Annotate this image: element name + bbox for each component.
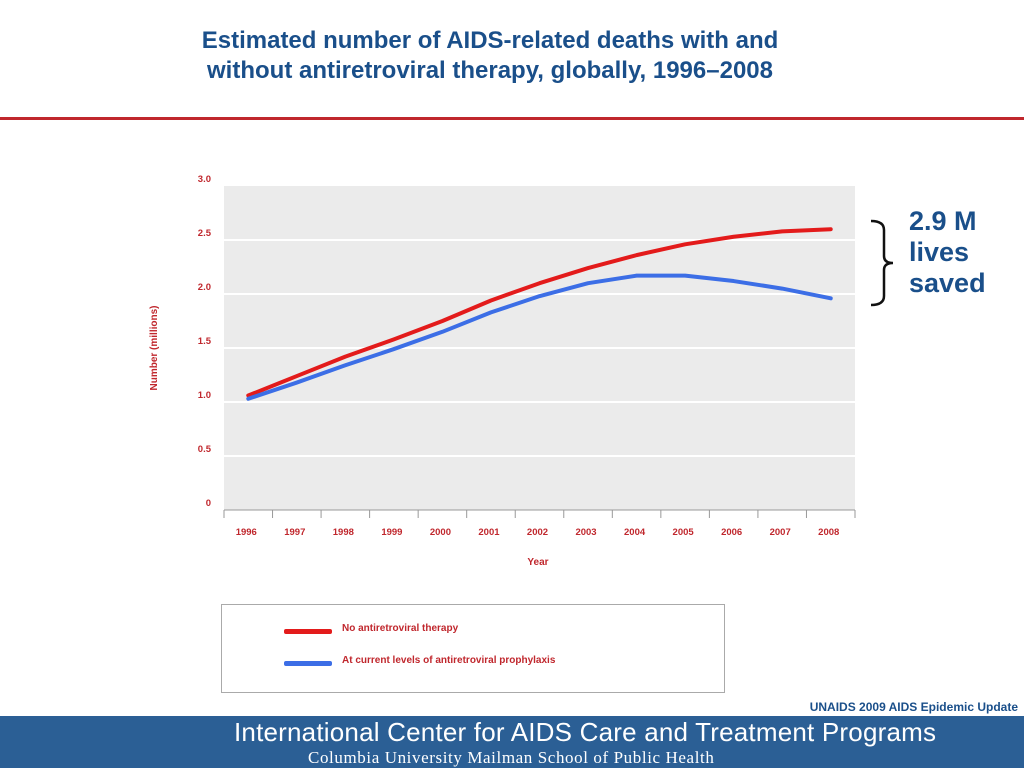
- footer-org-name: International Center for AIDS Care and T…: [234, 717, 937, 747]
- legend-swatch-red: [284, 629, 332, 634]
- page-title: Estimated number of AIDS-related deaths …: [140, 26, 840, 86]
- footer-banner: International Center for AIDS Care and T…: [0, 716, 1024, 768]
- x-axis-label: Year: [527, 557, 548, 568]
- y-tick-label: 1.5: [198, 336, 212, 347]
- x-tick-label: 1996: [236, 527, 257, 538]
- series-line-current-art: [246, 273, 833, 401]
- x-tick-label: 2004: [624, 527, 646, 538]
- legend: No antiretroviral therapy At current lev…: [221, 604, 725, 693]
- y-tick-label: 0.5: [198, 444, 212, 455]
- y-tick-label: 0: [206, 498, 211, 509]
- x-tick-label: 2005: [673, 527, 695, 538]
- line-chart: 0 0.5 1.0 1.5 2.0 2.5 3.0 1996 1997 1998 1999 2000…: [149, 174, 894, 568]
- lives-saved-annotation: 2.9 M lives saved: [909, 206, 1019, 299]
- x-tick-label: 2008: [818, 527, 839, 538]
- annotation-line-1: 2.9 M: [909, 206, 977, 236]
- y-tick-label: 2.5: [198, 228, 212, 239]
- x-tick-label: 2001: [478, 527, 500, 538]
- x-tick-label: 1998: [333, 527, 354, 538]
- title-line-2: without antiretroviral therapy, globally…: [207, 57, 773, 84]
- x-tick-label: 2003: [575, 527, 596, 538]
- y-tick-label: 2.0: [198, 282, 211, 293]
- source-citation: UNAIDS 2009 AIDS Epidemic Update: [809, 700, 1018, 714]
- series-line-no-art: [246, 227, 833, 398]
- bracket-icon: [870, 219, 894, 307]
- series-lines: [246, 227, 833, 401]
- x-tick-label: 2000: [430, 527, 451, 538]
- x-axis-tick-labels: 1996 1997 1998 1999 2000 2001 2002 2003 2004 2005…: [236, 527, 840, 538]
- annotation-line-3: saved: [909, 268, 986, 298]
- y-axis-tick-labels: 0 0.5 1.0 1.5 2.0 2.5 3.0: [198, 174, 212, 509]
- legend-label-current-art: At current levels of antiretroviral prop…: [342, 655, 556, 666]
- y-axis-label: Number (millions): [149, 305, 160, 390]
- x-axis-ticks: [223, 509, 856, 518]
- legend-swatch-blue: [284, 661, 332, 666]
- grid-lines: [224, 239, 855, 457]
- y-tick-label: 3.0: [198, 174, 211, 185]
- annotation-line-2: lives: [909, 237, 970, 267]
- y-tick-label: 1.0: [198, 390, 211, 401]
- x-tick-label: 2006: [721, 527, 742, 538]
- title-divider: [0, 117, 1024, 120]
- x-tick-label: 1999: [381, 527, 402, 538]
- title-line-1: Estimated number of AIDS-related deaths …: [201, 27, 779, 54]
- x-tick-label: 1997: [284, 527, 305, 538]
- legend-label-no-art: No antiretroviral therapy: [342, 623, 459, 634]
- footer-school-name: Columbia University Mailman School of Pu…: [308, 748, 715, 767]
- x-tick-label: 2007: [770, 527, 791, 538]
- x-tick-label: 2002: [527, 527, 548, 538]
